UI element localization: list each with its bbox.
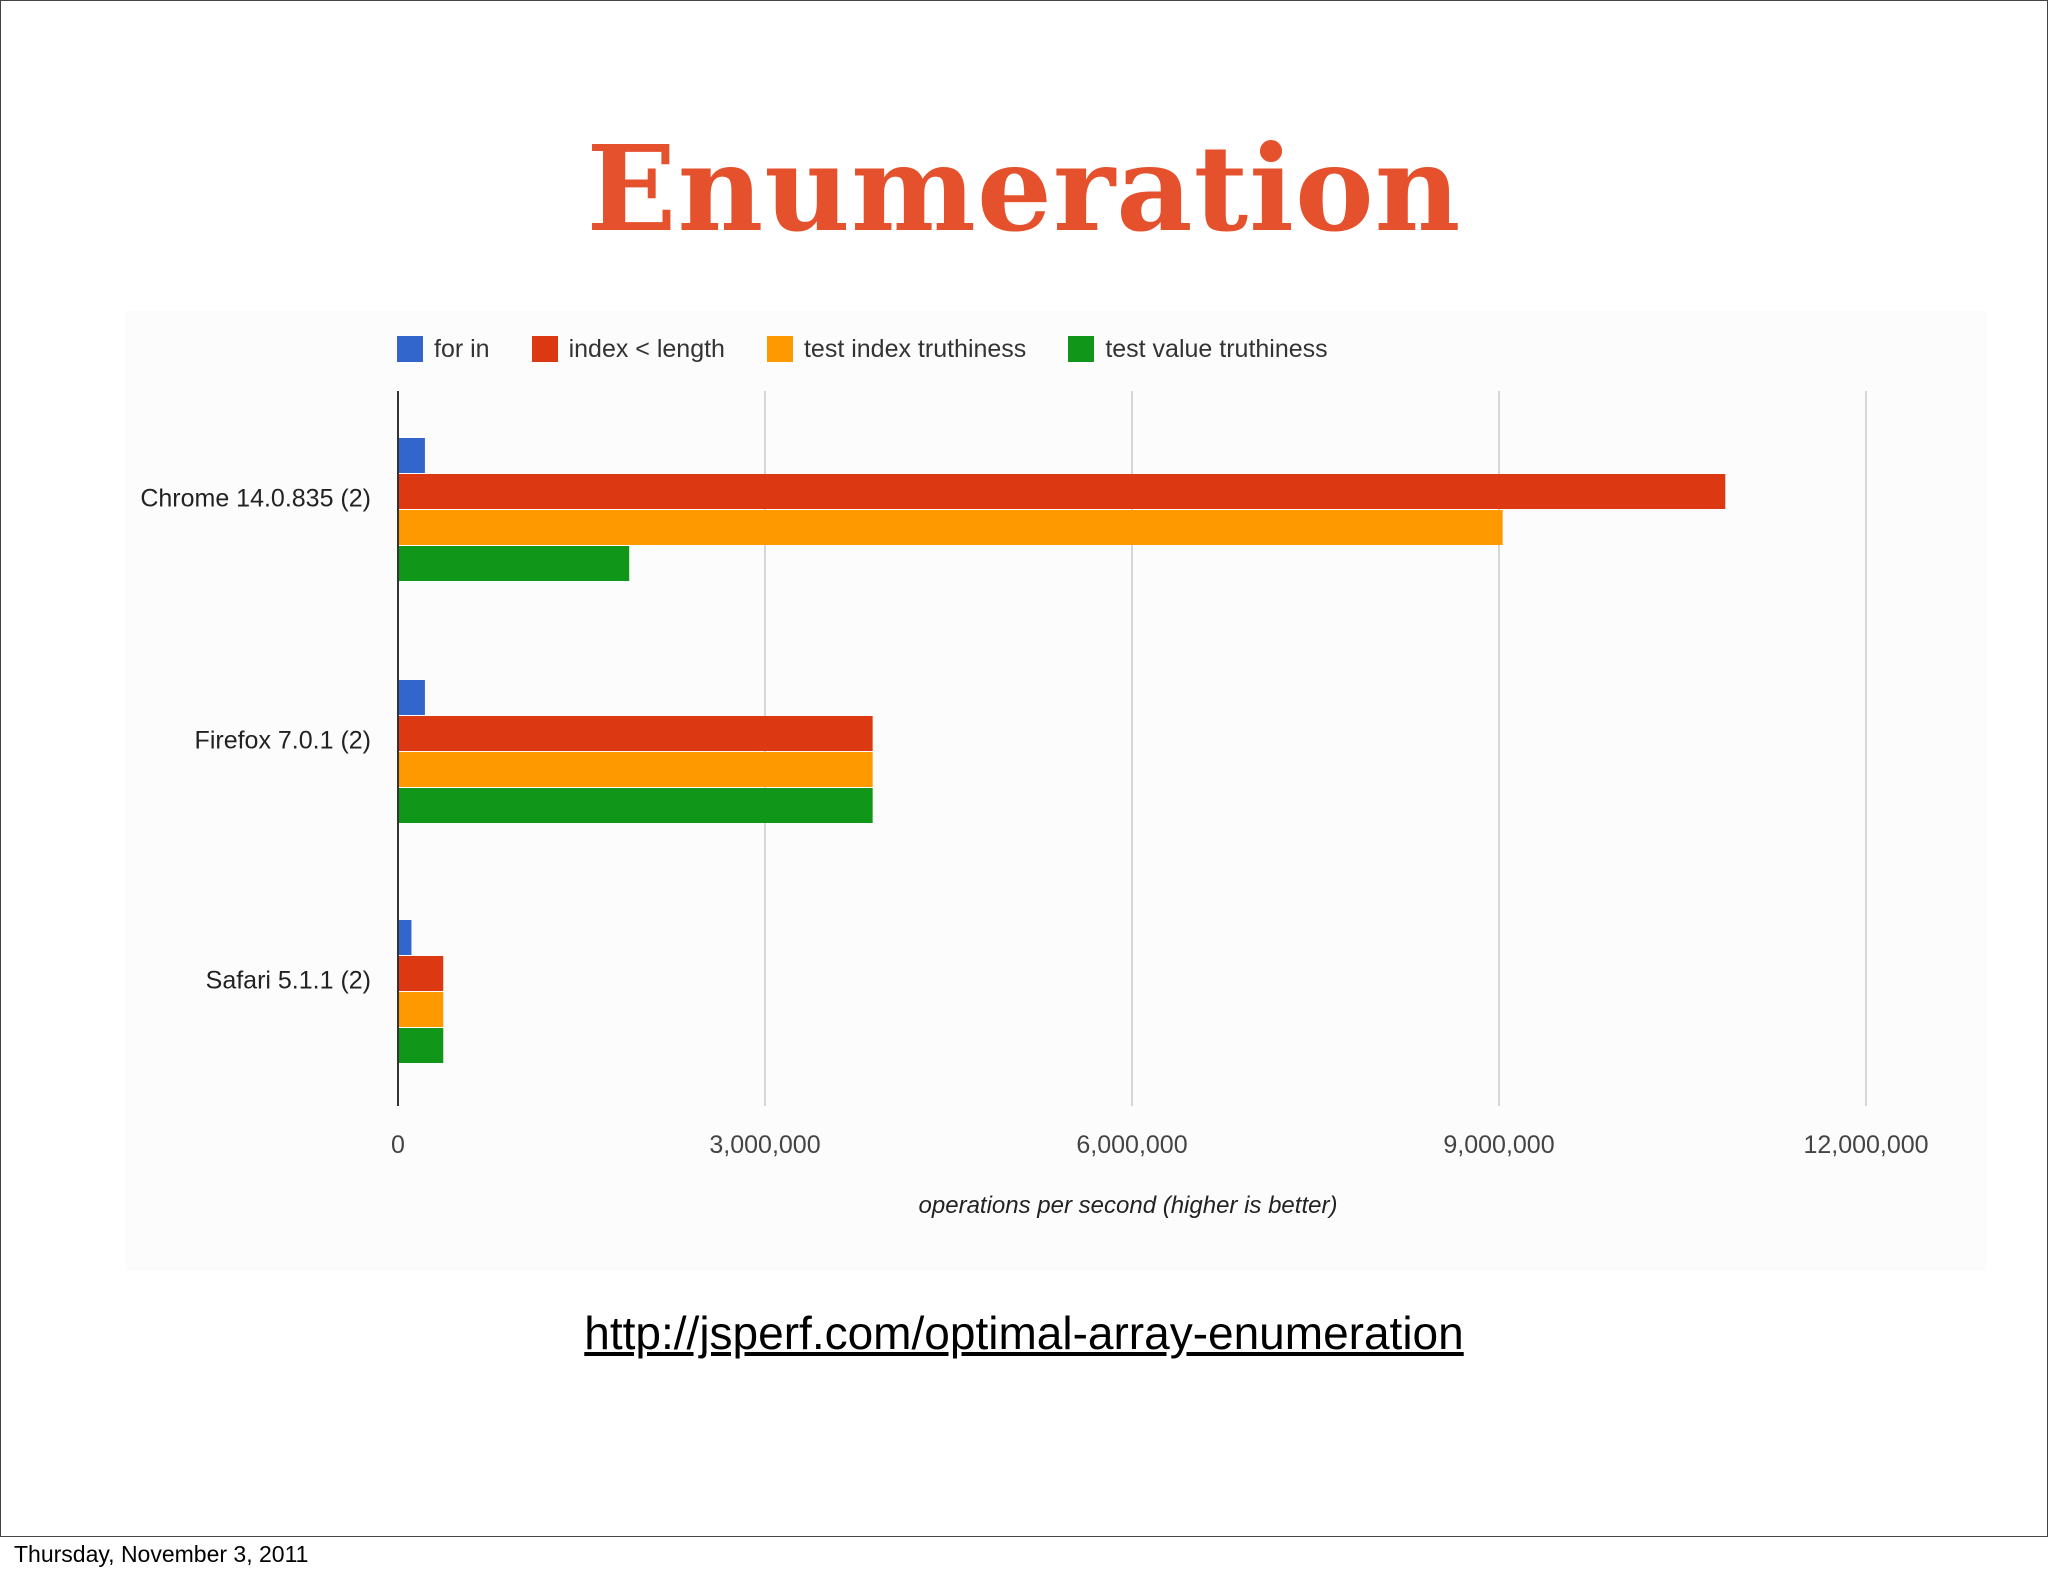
slide: Enumeration 0 3,000,000 6,000,000 9,000,000… <box>0 0 2048 1537</box>
bar-chart: 0 3,000,000 6,000,000 9,000,000 12,000,000 C… <box>140 391 1929 1219</box>
chart-legend: for in index < length test index truthines… <box>397 332 1370 366</box>
x-tick-label: 6,000,000 <box>1076 1131 1187 1159</box>
x-tick-label: 12,000,000 <box>1803 1131 1928 1159</box>
bar-for-in <box>399 920 412 955</box>
category-label: Chrome 14.0.835 (2) <box>140 485 371 513</box>
category-labels: Chrome 14.0.835 (2) Firefox 7.0.1 (2) Safa… <box>140 485 371 995</box>
x-axis-title: operations per second (higher is better) <box>919 1192 1338 1219</box>
legend-swatch <box>397 336 423 362</box>
x-tick-label: 9,000,000 <box>1443 1131 1554 1159</box>
bar-test-index-truthiness <box>399 992 444 1027</box>
bar-index-length <box>399 956 444 991</box>
bar-test-index-truthiness <box>399 752 873 787</box>
legend-label: for in <box>434 334 490 363</box>
bar-test-index-truthiness <box>399 510 1503 545</box>
legend-label: test value truthiness <box>1105 334 1328 363</box>
category-label: Safari 5.1.1 (2) <box>206 967 371 995</box>
slide-title: Enumeration <box>586 119 1462 258</box>
bar-test-value-truthiness <box>399 546 630 581</box>
legend-item-for-in: for in <box>397 335 490 364</box>
source-link[interactable]: http://jsperf.com/optimal-array-enumerat… <box>584 1307 1464 1359</box>
legend-item-test-index-truthiness: test index truthiness <box>766 334 1027 364</box>
legend-item-index-length: index < length <box>531 334 725 364</box>
bars <box>399 438 1726 1063</box>
bar-for-in <box>399 438 425 473</box>
x-tick-label: 3,000,000 <box>709 1131 820 1159</box>
x-tick-label: 0 <box>391 1131 405 1159</box>
footer-date: Thursday, November 3, 2011 <box>14 1541 309 1567</box>
bar-test-value-truthiness <box>399 788 873 823</box>
bar-test-value-truthiness <box>399 1028 444 1063</box>
bar-index-length <box>399 474 1726 509</box>
bar-index-length <box>399 716 873 751</box>
legend-label: index < length <box>568 334 725 363</box>
bar-for-in <box>399 680 425 715</box>
legend-swatch <box>531 336 558 362</box>
legend-item-test-value-truthiness: test value truthiness <box>1068 334 1328 364</box>
x-axis-ticks: 0 3,000,000 6,000,000 9,000,000 12,000,000 <box>391 1131 1929 1159</box>
legend-swatch <box>1068 336 1095 362</box>
legend-swatch <box>766 336 793 362</box>
legend-label: test index truthiness <box>803 334 1027 363</box>
category-label: Firefox 7.0.1 (2) <box>195 727 371 755</box>
